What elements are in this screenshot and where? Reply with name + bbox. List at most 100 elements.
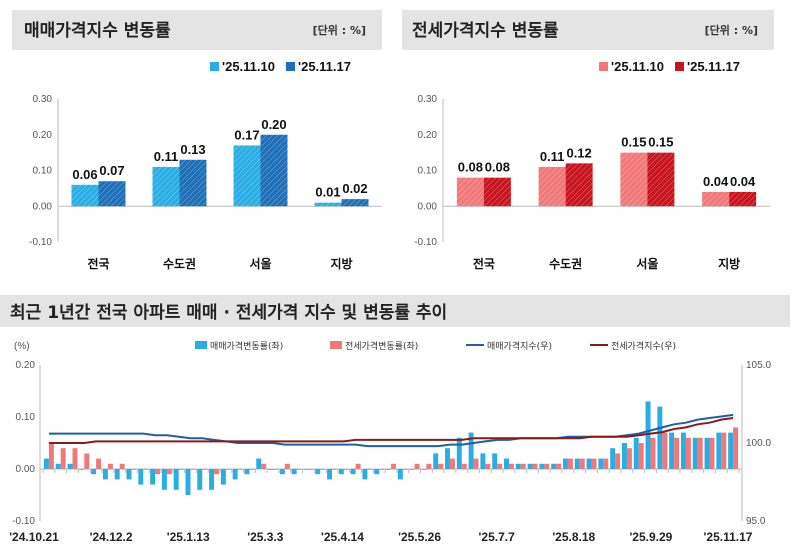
jeonse-change-bar [155, 469, 161, 475]
jeonse-panel-unit: [단위 : %] [705, 23, 758, 37]
trend-x-tick-label: '25.4.14 [321, 530, 364, 544]
jeonse-change-bar [473, 458, 479, 469]
sale-bar-hatch [71, 184, 99, 207]
trend-x-tick-label: '25.5.26 [398, 530, 441, 544]
sale-legend-swatch [286, 62, 295, 71]
jeonse-change-bar [273, 469, 278, 470]
sale-data-label: 0.17 [234, 127, 259, 142]
sale-panel-unit: [단위 : %] [313, 23, 366, 37]
jeonse-y-tick: 0.20 [418, 130, 438, 141]
sale-change-bar [468, 432, 474, 469]
sale-bar-hatch [233, 145, 261, 207]
sale-legend-swatch [210, 62, 219, 71]
jeonse-change-bar [178, 469, 184, 470]
trend-x-tick-label: '24.10.21 [9, 530, 59, 544]
jeonse-category-label: 서울 [636, 256, 658, 271]
jeonse-legend-label: '25.11.10 [611, 59, 664, 74]
sale-change-bar [386, 469, 391, 470]
jeonse-change-bar [225, 469, 231, 470]
jeonse-change-bar [520, 463, 526, 469]
sale-category-label: 지방 [330, 256, 352, 271]
jeonse-change-bar [414, 463, 420, 469]
sale-change-bar [728, 432, 734, 469]
sale-y-tick: 0.30 [33, 94, 53, 105]
sale-change-bar [185, 469, 191, 495]
sale-bar-hatch [98, 181, 126, 207]
sale-panel-title: 매매가격지수 변동률 [24, 21, 171, 41]
jeonse-bar-hatch [565, 163, 593, 207]
trend-y2-tick: 100.0 [746, 438, 771, 449]
sale-change-bar [586, 458, 592, 469]
sale-change-bar [716, 432, 722, 469]
sale-change-bar [374, 469, 380, 475]
trend-x-tick-label: '25.8.18 [552, 530, 595, 544]
sale-change-bar [161, 469, 167, 490]
sale-change-bar [315, 469, 321, 475]
jeonse-change-bar [284, 463, 290, 469]
sale-change-bar [232, 469, 238, 480]
jeonse-change-bar [166, 469, 172, 475]
sale-change-bar [209, 469, 215, 490]
sale-change-bar [43, 458, 49, 469]
sale-data-label: 0.01 [315, 185, 340, 200]
jeonse-change-bar [308, 469, 314, 470]
sale-legend-label: '25.11.17 [298, 59, 351, 74]
jeonse-legend-swatch [675, 62, 684, 71]
sale-change-bar [138, 469, 144, 485]
sale-change-bar [704, 437, 710, 469]
jeonse-change-bar [697, 437, 703, 469]
sale-change-bar [645, 401, 651, 469]
jeonse-change-bar [650, 437, 656, 469]
jeonse-change-bar [567, 458, 573, 469]
jeonse-bar-hatch [538, 166, 566, 207]
sale-y-tick: 0.00 [33, 201, 53, 212]
trend-y2-tick: 105.0 [746, 360, 771, 371]
trend-legend-label: 전세가격변동률(좌) [345, 340, 418, 352]
jeonse-change-bar [721, 432, 727, 469]
jeonse-bar-hatch [702, 191, 730, 207]
trend-y-tick: 0.10 [16, 412, 36, 423]
sale-change-bar [669, 432, 675, 469]
sale-bar-hatch [152, 166, 180, 207]
jeonse-change-bar [237, 469, 243, 470]
sale-change-bar [551, 463, 557, 469]
jeonse-bar-hatch [729, 191, 757, 207]
sale-change-bar [539, 463, 545, 469]
trend-left-unit: (%) [14, 341, 30, 352]
jeonse-change-bar [579, 458, 585, 469]
jeonse-index-line [48, 417, 734, 444]
jeonse-change-bar [296, 469, 302, 470]
sale-change-bar [409, 469, 415, 470]
jeonse-change-bar [391, 463, 396, 469]
sale-change-bar [79, 469, 85, 470]
jeonse-data-label: 0.04 [703, 174, 729, 189]
trend-y-tick: 0.20 [16, 360, 36, 371]
trend-y-tick: -0.10 [12, 516, 35, 527]
jeonse-change-bar [556, 463, 562, 469]
trend-legend-swatch [195, 341, 207, 349]
sale-change-bar [362, 469, 368, 480]
jeonse-change-bar [638, 443, 644, 469]
sale-y-tick: -0.10 [29, 237, 52, 248]
jeonse-change-bar [261, 463, 267, 469]
jeonse-data-label: 0.08 [485, 160, 510, 175]
sale-bar-hatch [341, 199, 369, 207]
jeonse-change-bar [119, 463, 125, 469]
sale-change-bar [421, 469, 427, 470]
sale-change-bar [433, 453, 439, 469]
sale-change-bar [279, 469, 285, 475]
jeonse-change-bar [449, 458, 455, 469]
jeonse-change-bar [508, 463, 514, 469]
jeonse-change-bar [107, 463, 113, 469]
jeonse-change-bar [190, 469, 196, 470]
sale-change-bar [327, 469, 333, 480]
sale-data-label: 0.13 [180, 142, 205, 157]
sale-change-bar [197, 469, 203, 490]
jeonse-bar-hatch [647, 152, 675, 207]
sale-change-bar [527, 463, 533, 469]
jeonse-data-label: 0.15 [648, 135, 673, 150]
sale-y-tick: 0.20 [33, 130, 53, 141]
sale-change-bar [562, 458, 568, 469]
sale-change-bar [114, 469, 120, 480]
jeonse-data-label: 0.04 [730, 174, 756, 189]
